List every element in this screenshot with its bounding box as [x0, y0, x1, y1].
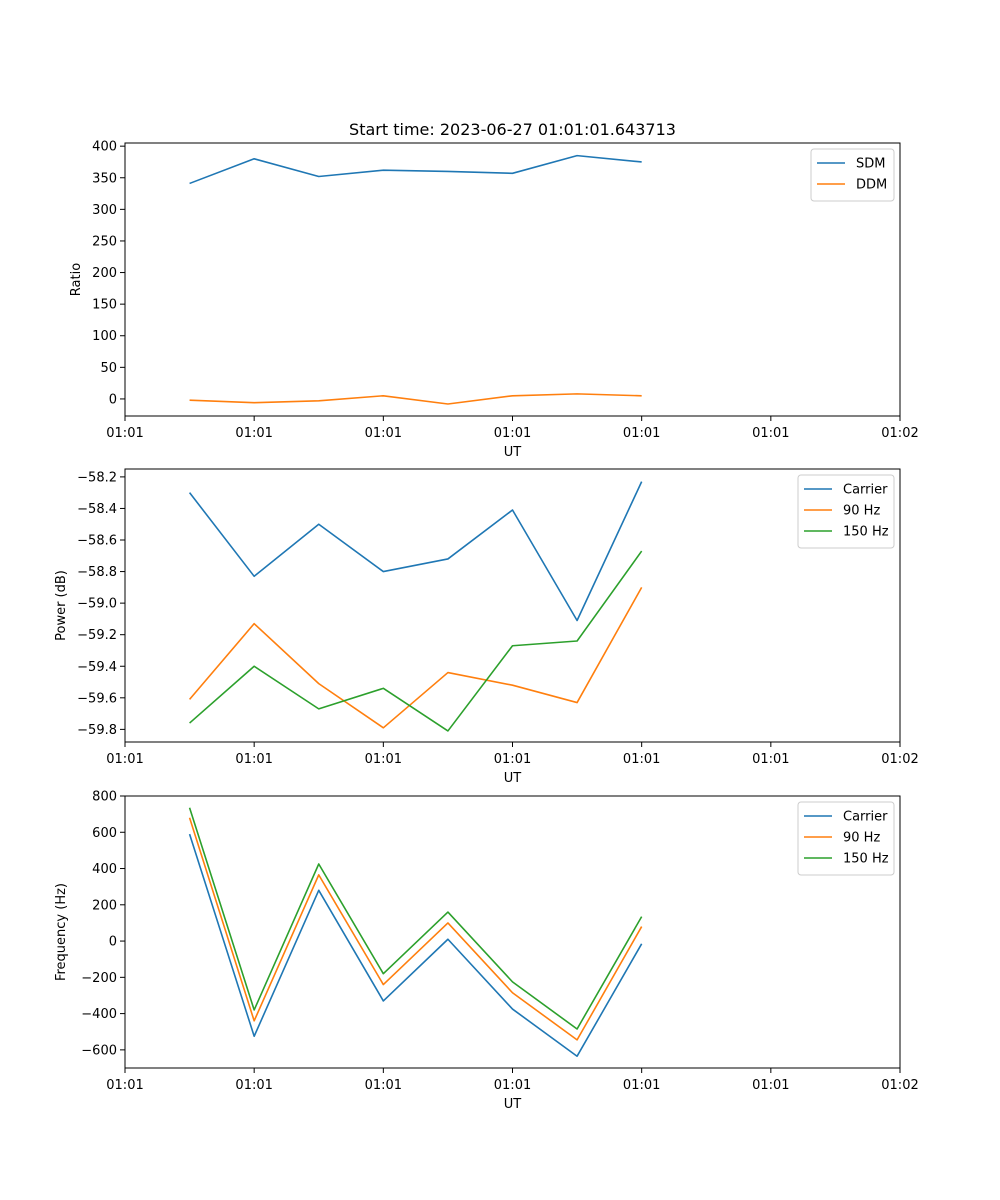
y-tick-label: 100: [92, 329, 117, 344]
subplot-2: 01:01 01:01 01:01 01:01 01:01 01:01 01:02 −59.8…: [54, 468, 919, 786]
series-line-ddm: [189, 393, 642, 405]
y-tick-label: −200: [81, 971, 117, 986]
x-tick-label: 01:01: [235, 1078, 272, 1093]
y-tick-label: 0: [109, 392, 117, 407]
x-tick-label: 01:01: [623, 752, 660, 767]
y-tick-label: 400: [92, 862, 117, 877]
y-tick-label: −58.2: [77, 470, 117, 485]
legend: SDM DDM: [810, 148, 895, 202]
x-tick-label: 01:01: [106, 1078, 143, 1093]
y-tick-label: −600: [81, 1043, 117, 1058]
y-tick-label: −58.6: [77, 534, 117, 549]
x-axis-label: UT: [504, 771, 522, 786]
legend-label: DDM: [856, 178, 887, 193]
y-tick-label: −59.0: [77, 597, 117, 612]
legend-box: [797, 801, 895, 876]
legend-box: [797, 474, 895, 549]
x-tick-label: 01:01: [235, 752, 272, 767]
subplot-3: 01:01 01:01 01:01 01:01 01:01 01:01 01:02 −600 −…: [54, 790, 919, 1113]
y-tick-label: 350: [92, 171, 117, 186]
y-tick-label: −59.4: [77, 660, 117, 675]
series-line-carrier: [188, 481, 643, 622]
x-tick-label: 01:01: [623, 1078, 660, 1093]
legend-label: Carrier: [843, 810, 888, 825]
x-axis-label: UT: [504, 445, 522, 460]
y-tick-label: 250: [92, 234, 117, 249]
y-tick-label: 0: [109, 935, 117, 950]
x-tick-label: 01:01: [494, 1078, 531, 1093]
series-line-90-hz: [188, 586, 643, 729]
legend: Carrier 90 Hz 150 Hz: [797, 801, 895, 876]
series-line-150-hz: [189, 550, 643, 732]
x-tick-label: 01:02: [881, 426, 918, 441]
y-axis-label: Ratio: [69, 263, 84, 296]
x-tick-label: 01:01: [752, 752, 789, 767]
legend-label: Carrier: [843, 483, 888, 498]
y-tick-label: 150: [92, 298, 117, 313]
y-tick-label: 50: [100, 361, 117, 376]
x-tick-label: 01:01: [752, 426, 789, 441]
legend-label: 90 Hz: [843, 504, 880, 519]
legend-label: 150 Hz: [843, 525, 889, 540]
series-line-90-hz: [188, 817, 643, 1041]
y-tick-label: −400: [81, 1007, 117, 1022]
y-tick-label: 200: [92, 266, 117, 281]
series-line-sdm: [189, 154, 642, 185]
y-tick-label: 800: [92, 790, 117, 805]
x-tick-label: 01:02: [881, 1078, 918, 1093]
x-tick-label: 01:01: [365, 426, 402, 441]
y-tick-label: 300: [92, 203, 117, 218]
y-tick-label: −58.4: [77, 502, 117, 517]
plot-frame: [124, 795, 901, 1069]
legend-label: SDM: [856, 157, 885, 172]
x-tick-label: 01:01: [106, 426, 143, 441]
x-tick-label: 01:02: [881, 752, 918, 767]
legend: Carrier 90 Hz 150 Hz: [797, 474, 895, 549]
y-tick-label: 200: [92, 898, 117, 913]
x-tick-label: 01:01: [235, 426, 272, 441]
chart-title: Start time: 2023-06-27 01:01:01.643713: [349, 120, 676, 139]
y-tick-label: 400: [92, 140, 117, 155]
legend-box: [810, 148, 895, 202]
x-tick-label: 01:01: [623, 426, 660, 441]
legend-label: 90 Hz: [843, 831, 880, 846]
x-tick-label: 01:01: [494, 752, 531, 767]
y-axis-label: Power (dB): [54, 570, 69, 641]
y-axis-label: Frequency (Hz): [54, 883, 69, 981]
series-line-150-hz: [188, 807, 643, 1030]
x-tick-label: 01:01: [106, 752, 143, 767]
x-axis-label: UT: [504, 1097, 522, 1112]
plot-frame: [124, 142, 901, 417]
x-tick-label: 01:01: [365, 1078, 402, 1093]
x-tick-label: 01:01: [752, 1078, 789, 1093]
y-tick-label: −58.8: [77, 565, 117, 580]
subplot-1: 01:01 01:01 01:01 01:01 01:01 01:01 01:02 0 50 10…: [69, 120, 919, 460]
y-tick-label: −59.6: [77, 691, 117, 706]
series-line-carrier: [188, 833, 643, 1058]
legend-label: 150 Hz: [843, 852, 889, 867]
y-tick-label: 600: [92, 826, 117, 841]
y-tick-label: −59.8: [77, 723, 117, 738]
x-tick-label: 01:01: [494, 426, 531, 441]
y-tick-label: −59.2: [77, 628, 117, 643]
x-tick-label: 01:01: [365, 752, 402, 767]
